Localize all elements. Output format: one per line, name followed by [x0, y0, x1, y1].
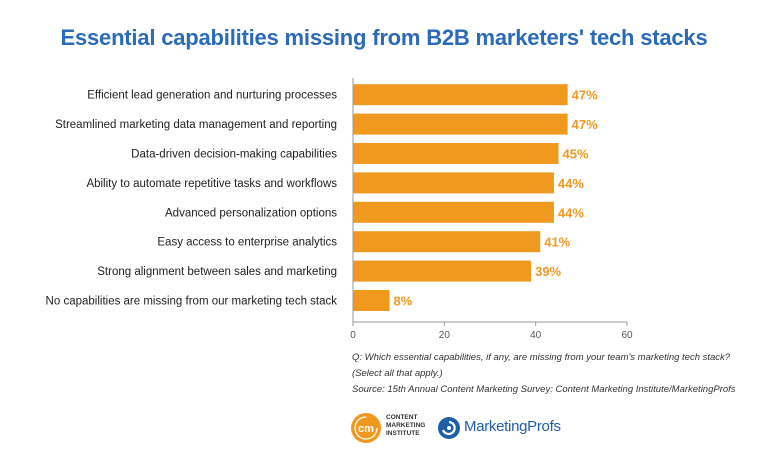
chart-title: Essential capabilities missing from B2B …	[60, 25, 708, 50]
category-label: Easy access to enterprise analytics	[157, 237, 337, 249]
bar	[353, 231, 541, 253]
bar	[353, 201, 554, 223]
category-label: Advanced personalization options	[165, 207, 337, 219]
bar	[353, 84, 568, 106]
marketingprofs-logo-mark	[438, 417, 460, 439]
category-label: No capabilities are missing from our mar…	[46, 296, 338, 308]
x-tick-label: 0	[350, 330, 356, 341]
select-note: (Select all that apply.)	[352, 368, 443, 379]
value-label: 8%	[394, 294, 413, 309]
bar	[353, 143, 559, 164]
cmi-logo-mark-text: cm	[358, 423, 374, 435]
bar	[353, 290, 390, 311]
question-note: Q: Which essential capabilities, if any,…	[352, 352, 731, 363]
cmi-logo-mark: cm	[351, 413, 381, 443]
bar	[353, 172, 554, 194]
category-label: Streamlined marketing data management an…	[55, 119, 337, 131]
x-tick-label: 20	[439, 330, 451, 341]
category-label: Efficient lead generation and nurturing …	[87, 90, 337, 102]
marketingprofs-logo-text: MarketingProfs	[464, 418, 561, 435]
value-label: 47%	[572, 117, 598, 132]
value-label: 47%	[572, 88, 598, 103]
source-note: Source: 15th Annual Content Marketing Su…	[352, 384, 736, 395]
cmi-logo-line2: MARKETING	[386, 422, 426, 429]
cmi-logo-line3: INSTITUTE	[386, 430, 420, 437]
category-label: Data-driven decision-making capabilities	[131, 149, 337, 161]
value-label: 39%	[535, 264, 561, 279]
category-label: Strong alignment between sales and marke…	[97, 266, 337, 278]
value-label: 45%	[563, 147, 589, 162]
x-tick-label: 40	[530, 330, 542, 341]
value-label: 44%	[558, 205, 584, 220]
cmi-logo: cm CONTENT MARKETING INSTITUTE	[349, 410, 429, 446]
cmi-logo-text: CONTENT MARKETING INSTITUTE	[386, 414, 425, 438]
bar	[353, 113, 568, 135]
value-label: 44%	[558, 176, 584, 191]
value-label: 41%	[544, 235, 570, 250]
cmi-logo-line1: CONTENT	[386, 414, 418, 421]
marketingprofs-logo: MarketingProfs	[436, 413, 561, 443]
bar	[353, 260, 532, 282]
category-label: Ability to automate repetitive tasks and…	[86, 178, 337, 190]
x-tick-label: 60	[621, 330, 633, 341]
